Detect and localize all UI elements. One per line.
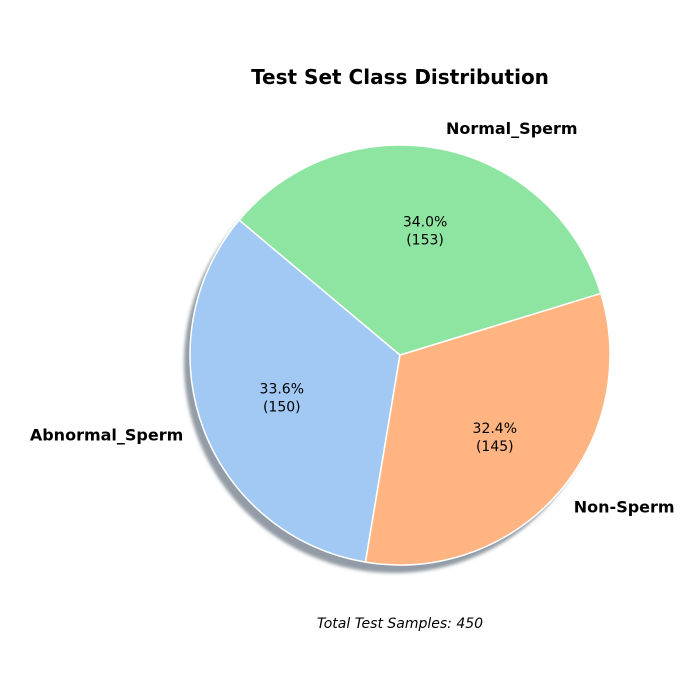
slice-label-non-sperm: Non-Sperm: [574, 498, 675, 517]
slice-label-abnormal-sperm: Abnormal_Sperm: [30, 426, 183, 445]
slice-count-normal-sperm: (153): [406, 233, 444, 249]
pie-slice-abnormal-sperm: [189, 219, 401, 563]
pie-slice-non-sperm: [364, 292, 611, 566]
slice-percent-non-sperm: 32.4%: [473, 421, 517, 437]
chart-title: Test Set Class Distribution: [251, 65, 549, 89]
slice-percent-abnormal-sperm: 33.6%: [260, 382, 304, 398]
footnote: Total Test Samples: 450: [317, 616, 483, 632]
pie-slice-normal-sperm: [238, 144, 602, 356]
slice-label-normal-sperm: Normal_Sperm: [446, 119, 578, 138]
pie-labels: Abnormal_Sperm 33.6% (150) Non-Sperm 32.4% (1…: [30, 119, 675, 517]
slice-percent-normal-sperm: 34.0%: [403, 215, 447, 231]
slice-count-non-sperm: (145): [476, 439, 514, 455]
slice-count-abnormal-sperm: (150): [263, 400, 301, 416]
pie-slices: [189, 144, 611, 566]
